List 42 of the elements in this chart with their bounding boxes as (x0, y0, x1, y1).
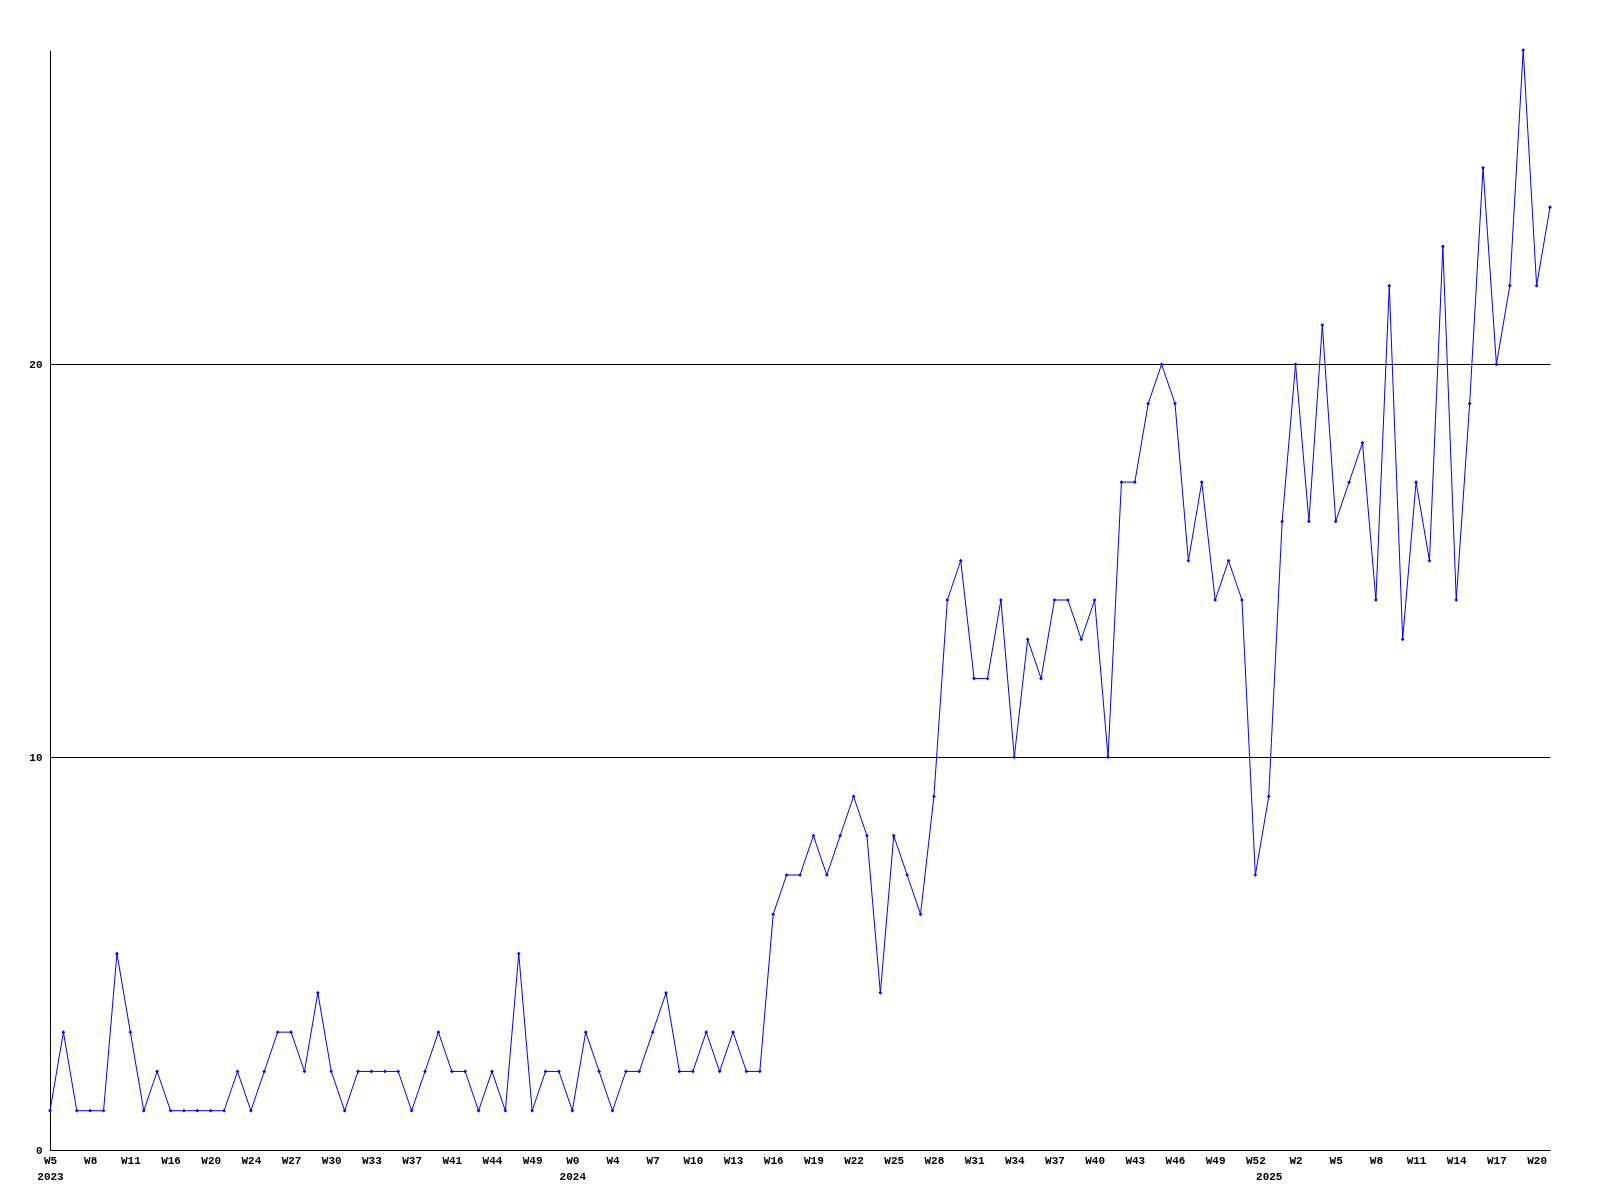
y-tick-label: 10 (29, 751, 43, 764)
x-tick-label: W19 (803, 1154, 824, 1167)
x-tick-label: W49 (522, 1154, 543, 1167)
y-tick-label: 0 (35, 1144, 43, 1157)
x-tick-label: W5 (1329, 1154, 1344, 1167)
x-tick-label: W43 (1125, 1154, 1146, 1167)
x-tick-label: W0 2024 (559, 1154, 587, 1183)
x-tick-label: W31 (964, 1154, 985, 1167)
x-tick-label: W11 (120, 1154, 142, 1167)
x-tick-label: W52 (1245, 1154, 1266, 1167)
x-tick-label: W10 (683, 1154, 704, 1167)
x-tick-label: W4 (606, 1154, 620, 1167)
x-tick-label: W7 (646, 1154, 660, 1167)
x-tick-label: W2 (1289, 1154, 1303, 1167)
x-tick-label: W8 (84, 1154, 98, 1167)
x-tick-label: W14 (1446, 1154, 1468, 1167)
x-tick-label: W24 (241, 1154, 262, 1167)
x-tick-label: W17 (1487, 1154, 1507, 1167)
x-tick-label: W20 (1527, 1154, 1548, 1167)
x-tick-label: W25 (884, 1154, 905, 1167)
x-tick-label: W22 (844, 1154, 864, 1167)
x-tick-label: W16 (161, 1154, 181, 1167)
x-tick-label: W11 (1406, 1154, 1427, 1167)
x-tick-label: W27 (281, 1154, 302, 1167)
y-tick-label: 20 (29, 358, 43, 371)
x-tick-label: W20 (201, 1154, 222, 1167)
x-tick-label: W37 (402, 1154, 423, 1167)
x-tick-label: W13 (723, 1154, 744, 1167)
x-tick-label: W34 (1004, 1154, 1026, 1167)
x-tick-label: W37 (1045, 1154, 1065, 1167)
x-tick-label: 2025 (1256, 1170, 1283, 1183)
x-tick-label: W44 (482, 1154, 503, 1167)
x-tick-label: W16 (763, 1154, 784, 1167)
x-tick-label: W33 (362, 1154, 383, 1167)
x-tick-label: W46 (1165, 1154, 1186, 1167)
x-tick-label: W8 (1369, 1154, 1384, 1167)
x-tick-label: W49 (1205, 1154, 1226, 1167)
x-tick-label: W5 2023 (37, 1154, 65, 1183)
x-tick-label: W30 (321, 1154, 342, 1167)
x-tick-label: W40 (1085, 1154, 1106, 1167)
x-tick-label: W28 (924, 1154, 945, 1167)
x-tick-label: W41 (442, 1154, 463, 1167)
